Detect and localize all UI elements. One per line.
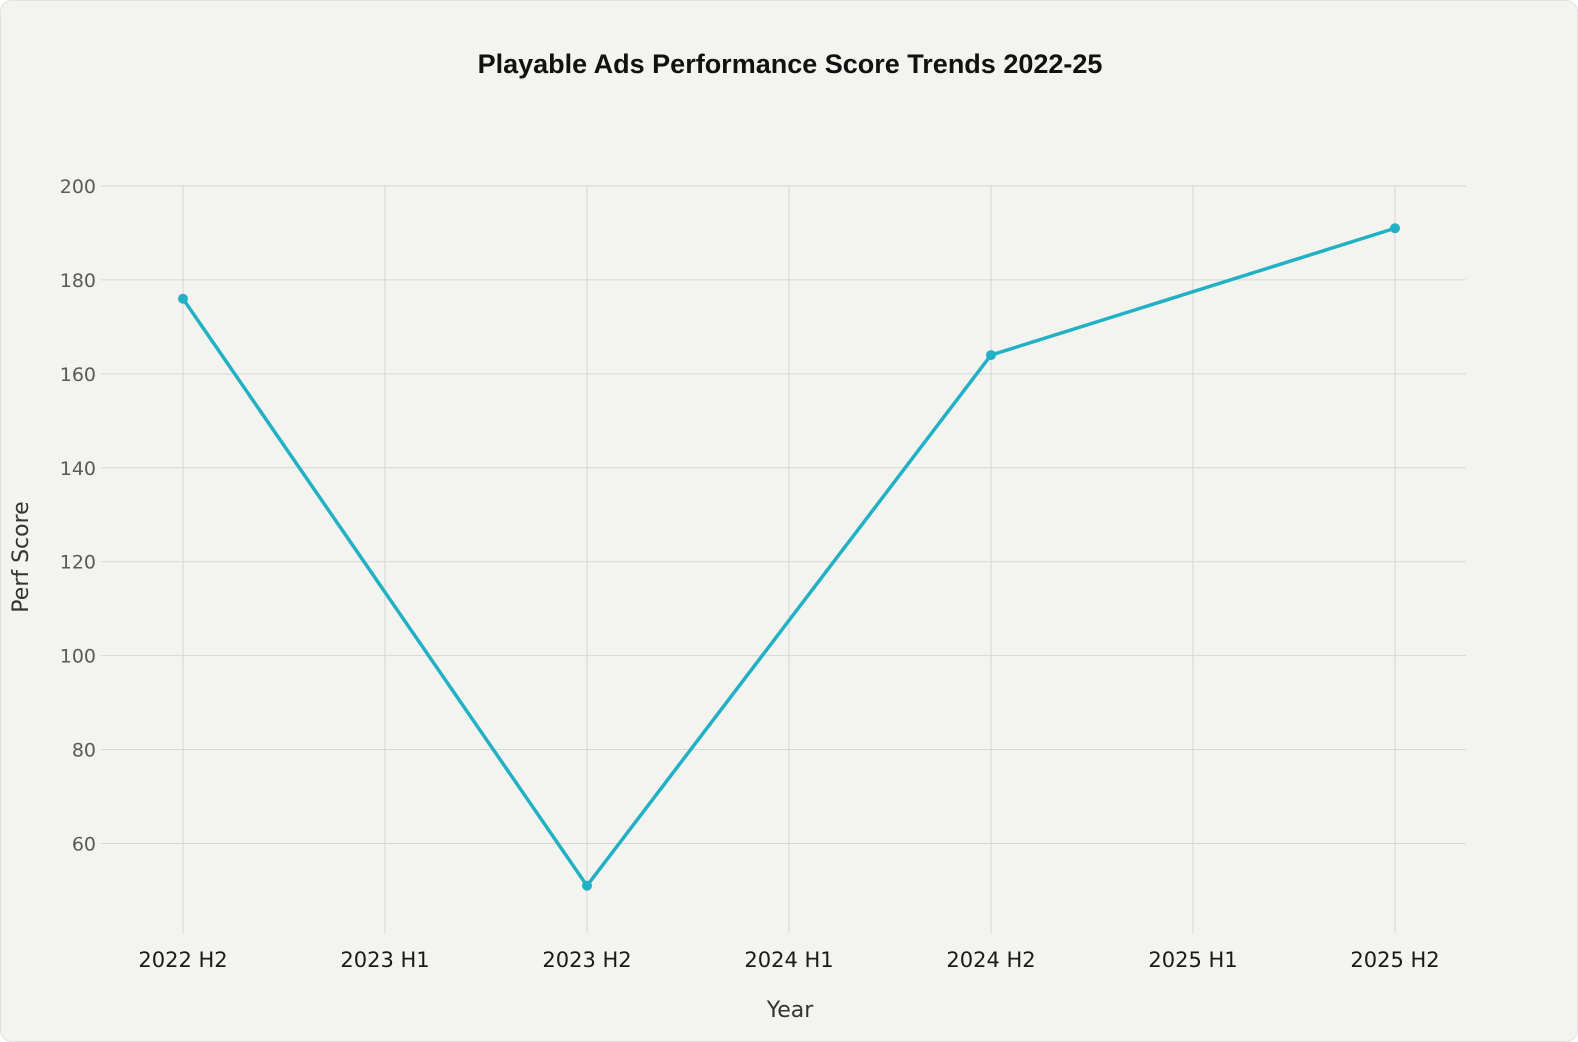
chart-title: Playable Ads Performance Score Trends 20… [477, 49, 1103, 79]
x-gridlines [182, 186, 1396, 933]
x-tick-label: 2023 H1 [340, 948, 429, 972]
y-tick-label: 180 [60, 270, 96, 292]
y-tick-label: 200 [60, 176, 96, 198]
x-tick-label: 2022 H2 [138, 948, 227, 972]
data-point [986, 350, 996, 361]
x-tick-labels: 2022 H2 2023 H1 2023 H2 2024 H1 2024 H2 2025 … [138, 948, 1439, 972]
y-tick-label: 160 [60, 364, 96, 386]
y-tick-label: 80 [72, 740, 96, 762]
data-point [178, 293, 188, 304]
y-axis-label: Perf Score [9, 501, 34, 612]
series-line [181, 226, 1397, 888]
y-tick-label: 140 [60, 458, 96, 480]
x-axis-label: Year [766, 998, 815, 1023]
y-tick-labels: 60 80 100 120 140 160 180 200 [60, 176, 96, 855]
y-tick-label: 60 [72, 833, 96, 855]
x-tick-label: 2023 H2 [542, 948, 631, 972]
y-gridlines [101, 185, 1466, 844]
data-point [1390, 223, 1400, 234]
x-tick-label: 2025 H1 [1148, 948, 1237, 972]
x-tick-label: 2024 H2 [946, 948, 1035, 972]
data-point [582, 880, 592, 891]
x-tick-label: 2024 H1 [744, 948, 833, 972]
series-group [178, 223, 1400, 891]
x-tick-label: 2025 H2 [1350, 948, 1439, 972]
y-tick-label: 100 [60, 646, 96, 668]
y-tick-label: 120 [60, 552, 96, 574]
